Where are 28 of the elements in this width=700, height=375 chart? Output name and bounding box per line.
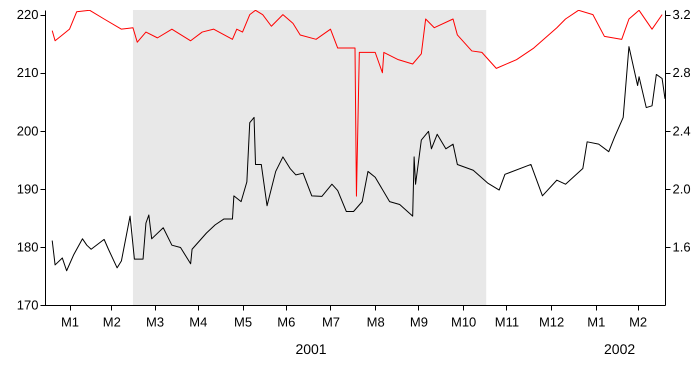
x-tick-label: M12 xyxy=(538,314,564,330)
x-tick-label: M1 xyxy=(587,314,606,330)
x-tick-label: M3 xyxy=(146,314,164,330)
y2-tick-label: 2.0 xyxy=(672,181,691,196)
text: 2002 xyxy=(604,341,636,357)
x-tick-label: M2 xyxy=(102,314,121,330)
x-tick-label: M9 xyxy=(410,314,428,330)
x-tick-label: M4 xyxy=(189,314,208,330)
x-tick-label: M2 xyxy=(629,314,648,330)
y-tick-label: 170 xyxy=(16,298,38,312)
x-tick-label: M6 xyxy=(277,314,296,330)
x-tick-label: M1 xyxy=(60,314,80,330)
y-tick-label: 180 xyxy=(16,239,38,254)
x-tick-label: M11 xyxy=(494,314,520,330)
line-series xyxy=(52,10,663,197)
y-tick-label: 190 xyxy=(16,181,38,196)
y2-tick-label: 2.8 xyxy=(672,65,691,80)
text: 2001 xyxy=(295,341,327,357)
x-tick-label: M10 xyxy=(450,314,476,330)
y2-tick-label: 1.6 xyxy=(672,239,691,254)
y-tick-label: 200 xyxy=(16,123,38,138)
y-tick-label: 210 xyxy=(16,65,38,80)
x-tick-label: M5 xyxy=(234,314,252,330)
x-tick-label: M8 xyxy=(366,314,385,330)
x-tick-label: M7 xyxy=(322,314,340,330)
y2-tick-label: 2.4 xyxy=(672,123,691,138)
y-tick-label: 220 xyxy=(16,7,38,22)
y2-tick-label: 3.2 xyxy=(672,7,691,22)
